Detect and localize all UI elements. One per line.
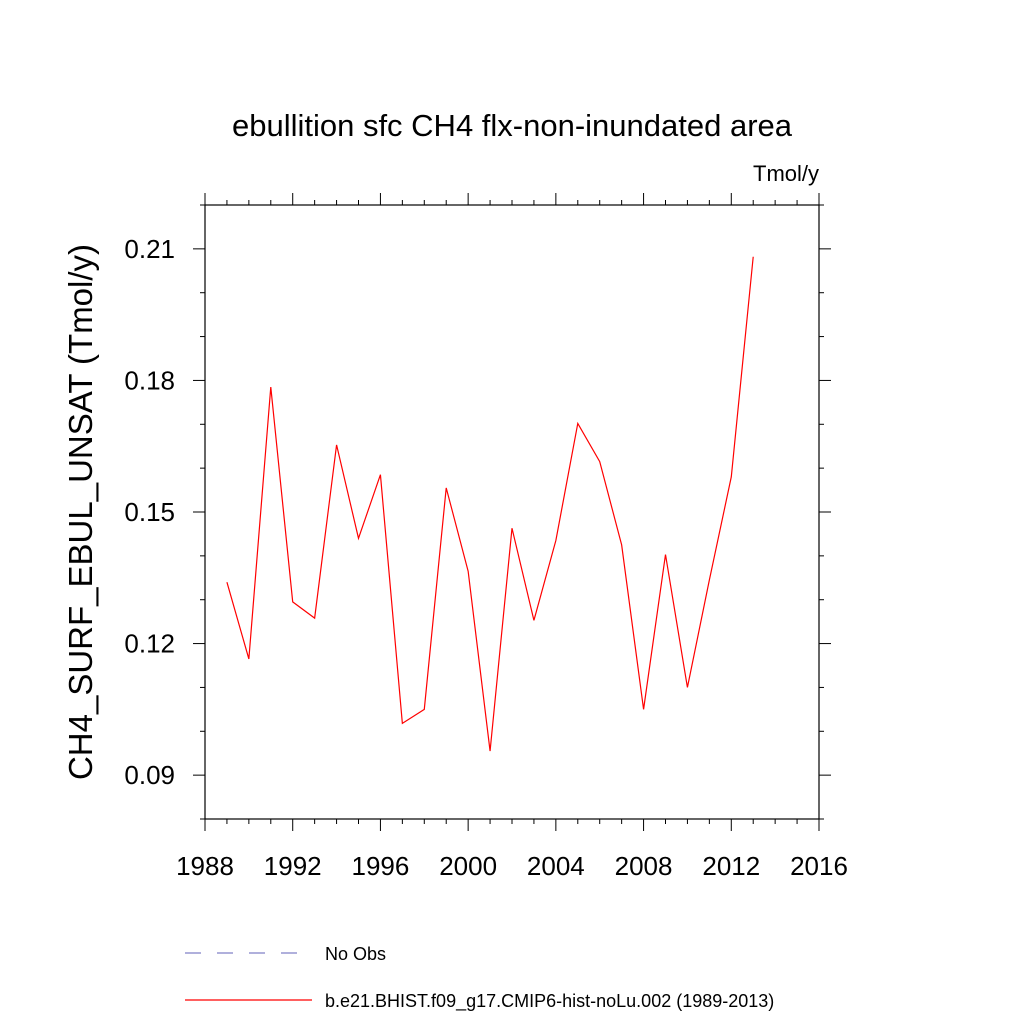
tick-labels: 1988 1992 1996 2000 2004 2008 2012 2016 0.09 0.12… — [124, 234, 848, 881]
y-tick-label: 0.09 — [124, 760, 175, 790]
series-lines — [226, 256, 754, 752]
y-axis-label: CH4_SURF_EBUL_UNSAT (Tmol/y) — [62, 244, 99, 780]
legend-label-no-obs: No Obs — [325, 944, 386, 964]
units-label: Tmol/y — [753, 161, 819, 186]
x-tick-label: 1992 — [264, 851, 322, 881]
plot-frame — [204, 204, 820, 820]
legend: No Obs b.e21.BHIST.f09_g17.CMIP6-hist-no… — [185, 944, 774, 1012]
x-tick-label: 2016 — [790, 851, 848, 881]
x-tick-label: 2000 — [439, 851, 497, 881]
x-tick-label: 1988 — [176, 851, 234, 881]
x-tick-label: 2012 — [702, 851, 760, 881]
y-tick-label: 0.21 — [124, 234, 175, 264]
y-tick-label: 0.18 — [124, 365, 175, 395]
series-line — [226, 256, 754, 752]
x-tick-label: 2004 — [527, 851, 585, 881]
axis-ticks — [193, 193, 831, 831]
x-tick-label: 1996 — [352, 851, 410, 881]
legend-label-model: b.e21.BHIST.f09_g17.CMIP6-hist-noLu.002 … — [325, 991, 774, 1012]
y-tick-label: 0.15 — [124, 497, 175, 527]
y-tick-label: 0.12 — [124, 629, 175, 659]
chart-title: ebullition sfc CH4 flx-non-inundated are… — [232, 108, 793, 143]
x-tick-label: 2008 — [615, 851, 673, 881]
